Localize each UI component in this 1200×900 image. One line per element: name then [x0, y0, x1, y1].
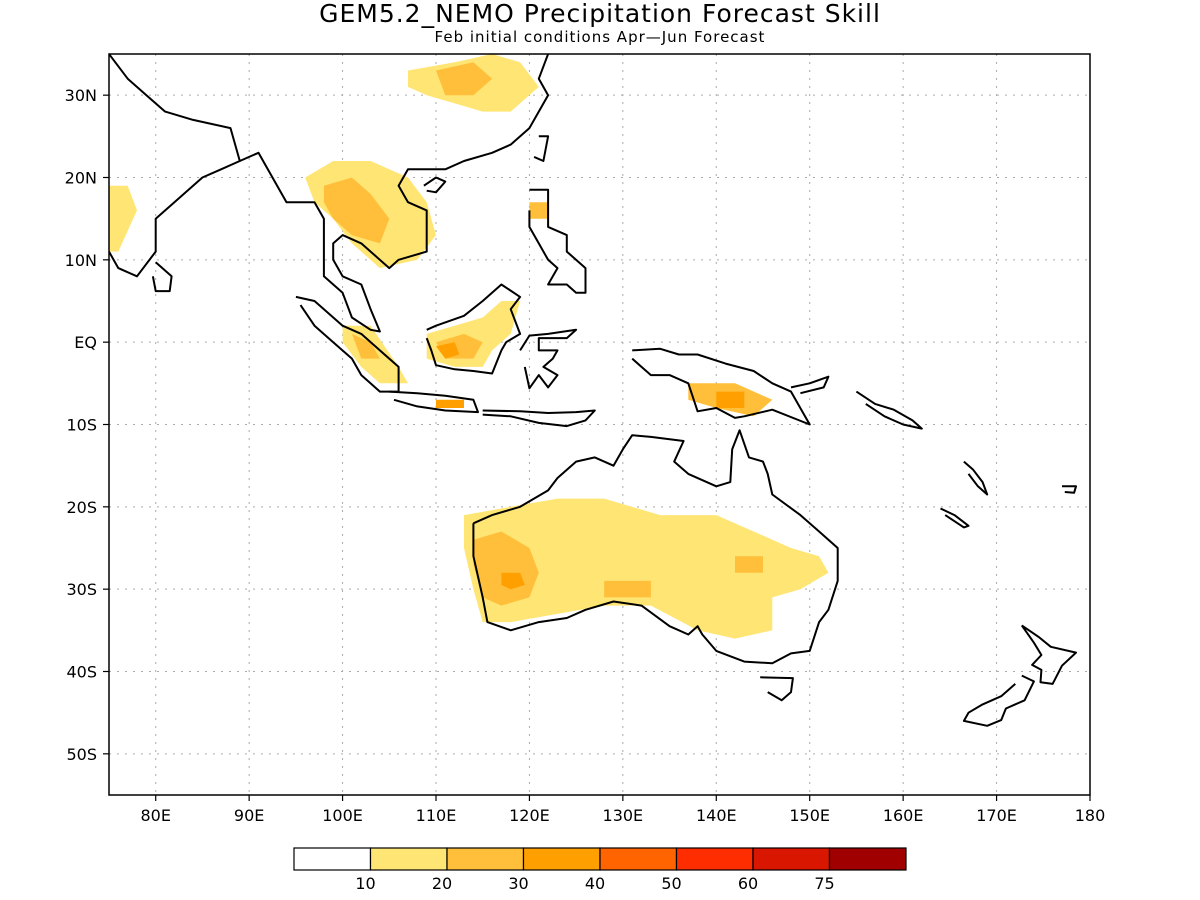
coastline	[151, 261, 173, 293]
lon-tick-label: 170E	[976, 806, 1017, 825]
coastline	[425, 283, 522, 375]
lon-tick-label: 140E	[696, 806, 737, 825]
skill-region	[436, 62, 493, 96]
skill-region	[464, 498, 829, 639]
map-title: GEM5.2_NEMO Precipitation Forecast Skill	[319, 0, 881, 28]
colorbar-swatch	[675, 847, 754, 871]
colorbar-swatch	[599, 847, 678, 871]
lon-tick-label: 130E	[603, 806, 644, 825]
lon-tick-label: 100E	[322, 806, 363, 825]
coastline	[295, 295, 400, 393]
lat-tick-label: 50S	[66, 745, 97, 764]
lon-tick-labels: 80E 90E 100E 110E 120E 130E 140E 150E 160E 170E 18…	[140, 795, 1105, 825]
colorbar-swatch	[828, 847, 907, 871]
skill-region	[716, 391, 745, 408]
colorbar-label: 10	[355, 874, 375, 893]
lat-tick-label: 20S	[66, 498, 97, 517]
coastline	[482, 409, 596, 428]
skill-region	[604, 580, 651, 598]
lat-tick-label: 40S	[66, 663, 97, 682]
map-subtitle: Feb initial conditions Apr—Jun Forecast	[434, 28, 766, 46]
skill-region	[529, 202, 549, 219]
lon-tick-label: 150E	[789, 806, 830, 825]
lat-tick-label: 10N	[65, 251, 97, 270]
colorbar-swatch	[446, 847, 525, 871]
colorbar-label: 20	[432, 874, 452, 893]
lon-tick-label: 90E	[234, 806, 264, 825]
colorbar-swatch	[293, 847, 372, 871]
coastline	[940, 507, 970, 529]
coastline	[1020, 624, 1077, 685]
coastline	[533, 135, 550, 162]
colorbar-label: 40	[585, 874, 605, 893]
skill-region	[323, 177, 390, 244]
lon-tick-label: 120E	[509, 806, 550, 825]
lat-tick-label: 30N	[65, 86, 97, 105]
lat-tick-label: EQ	[74, 333, 97, 352]
lon-tick-label: 180	[1075, 806, 1106, 825]
colorbar-swatch	[369, 847, 448, 871]
coastline	[472, 429, 839, 665]
colorbar-label: 75	[814, 874, 834, 893]
coastline	[423, 176, 447, 194]
coastline	[109, 54, 241, 278]
lon-tick-label: 80E	[140, 806, 170, 825]
lon-tick-label: 110E	[416, 806, 457, 825]
lat-tick-label: 10S	[66, 416, 97, 435]
skill-region	[436, 342, 460, 359]
colorbar-swatch	[522, 847, 601, 871]
colorbar-label: 30	[508, 874, 528, 893]
coastline	[962, 674, 1035, 727]
coastline	[519, 328, 578, 390]
coastline	[1062, 485, 1077, 494]
coastline	[760, 676, 794, 702]
lat-tick-labels: 30N 20N 10N EQ 10S 20S 30S 40S 50S	[65, 86, 109, 764]
lat-tick-label: 20N	[65, 169, 97, 188]
skill-region	[351, 333, 380, 359]
coastline	[528, 188, 587, 294]
lon-tick-label: 160E	[883, 806, 924, 825]
coastline	[963, 460, 989, 496]
skill-region	[501, 572, 525, 590]
coastline	[239, 54, 550, 333]
skill-region	[473, 531, 539, 606]
coastline	[631, 347, 811, 426]
coastline	[790, 375, 830, 395]
colorbar-swatch	[752, 847, 831, 871]
skill-region	[109, 185, 137, 252]
colorbar-label: 60	[738, 874, 758, 893]
skill-region	[436, 399, 464, 408]
skill-region	[735, 556, 763, 573]
skill-shading	[109, 54, 829, 639]
coastlines	[109, 54, 1077, 727]
lat-tick-label: 30S	[66, 580, 97, 599]
coastline	[389, 390, 479, 414]
coastline	[855, 390, 923, 430]
colorbar-label: 50	[661, 874, 681, 893]
colorbar: 10 20 30 40 50 60 75	[293, 847, 907, 893]
gridlines	[109, 54, 1090, 795]
